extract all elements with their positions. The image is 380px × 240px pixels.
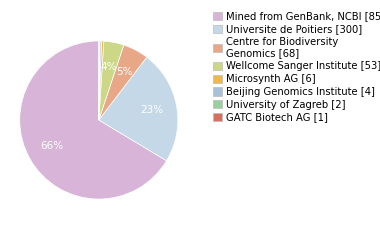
Text: 23%: 23% bbox=[140, 105, 163, 115]
Text: 66%: 66% bbox=[40, 141, 63, 151]
Wedge shape bbox=[20, 41, 166, 199]
Text: 4%: 4% bbox=[101, 62, 117, 72]
Legend: Mined from GenBank, NCBI [857], Universite de Poitiers [300], Centre for Biodive: Mined from GenBank, NCBI [857], Universi… bbox=[212, 10, 380, 124]
Wedge shape bbox=[99, 41, 100, 120]
Wedge shape bbox=[99, 57, 178, 161]
Wedge shape bbox=[99, 41, 104, 120]
Wedge shape bbox=[99, 41, 101, 120]
Text: 5%: 5% bbox=[116, 67, 132, 78]
Wedge shape bbox=[99, 41, 124, 120]
Wedge shape bbox=[99, 45, 147, 120]
